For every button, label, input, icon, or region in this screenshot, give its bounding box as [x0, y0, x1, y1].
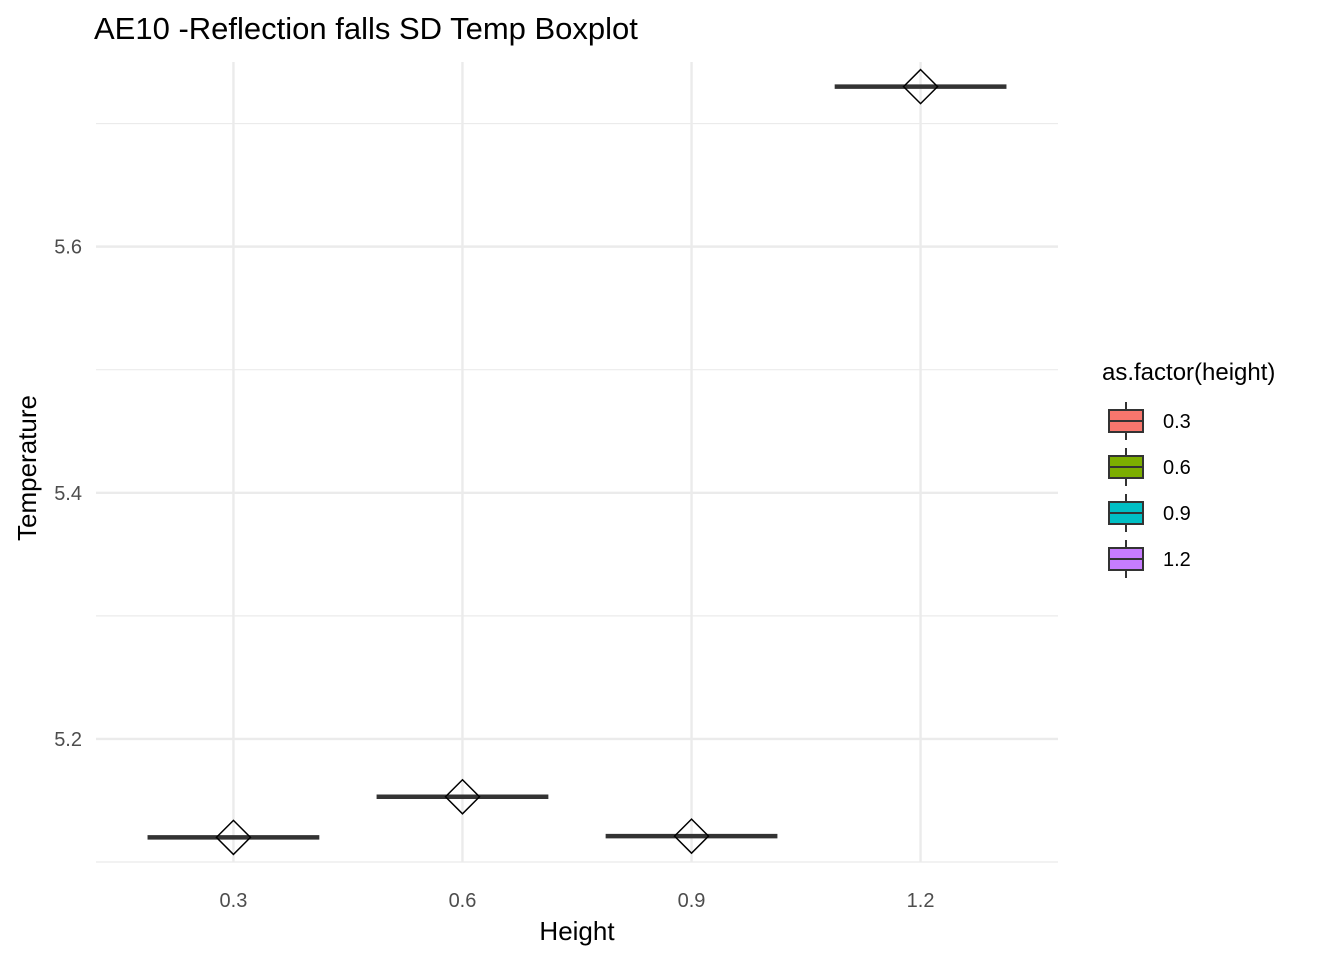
- y-tick-label: 5.6: [54, 237, 82, 259]
- legend-label-0.9: 0.9: [1163, 503, 1191, 525]
- chart-title: AE10 -Reflection falls SD Temp Boxplot: [94, 11, 638, 46]
- mean-marker-0.3: [215, 819, 252, 856]
- mean-marker-0.6: [444, 778, 481, 815]
- gridlines: [96, 62, 1058, 863]
- x-axis-title: Height: [539, 916, 615, 946]
- box-marks: [147, 68, 1007, 856]
- x-tick-label: 0.6: [449, 890, 477, 912]
- y-tick-label: 5.2: [54, 729, 82, 751]
- legend-label-1.2: 1.2: [1163, 549, 1191, 571]
- y-axis-title: Temperature: [12, 395, 42, 541]
- mean-marker-1.2: [902, 68, 939, 105]
- x-tick-label: 1.2: [907, 890, 935, 912]
- legend-label-0.3: 0.3: [1163, 411, 1191, 433]
- tick-labels: 5.2 5.4 5.6 0.3 0.6 0.9 1.2: [54, 237, 934, 912]
- mean-marker-0.9: [673, 818, 710, 855]
- legend-title: as.factor(height): [1102, 359, 1275, 386]
- legend: as.factor(height) 0.3 0.6 0.9 1.2: [1102, 359, 1275, 578]
- x-tick-label: 0.3: [220, 890, 248, 912]
- legend-label-0.6: 0.6: [1163, 457, 1191, 479]
- x-tick-label: 0.9: [678, 890, 706, 912]
- y-tick-label: 5.4: [54, 483, 82, 505]
